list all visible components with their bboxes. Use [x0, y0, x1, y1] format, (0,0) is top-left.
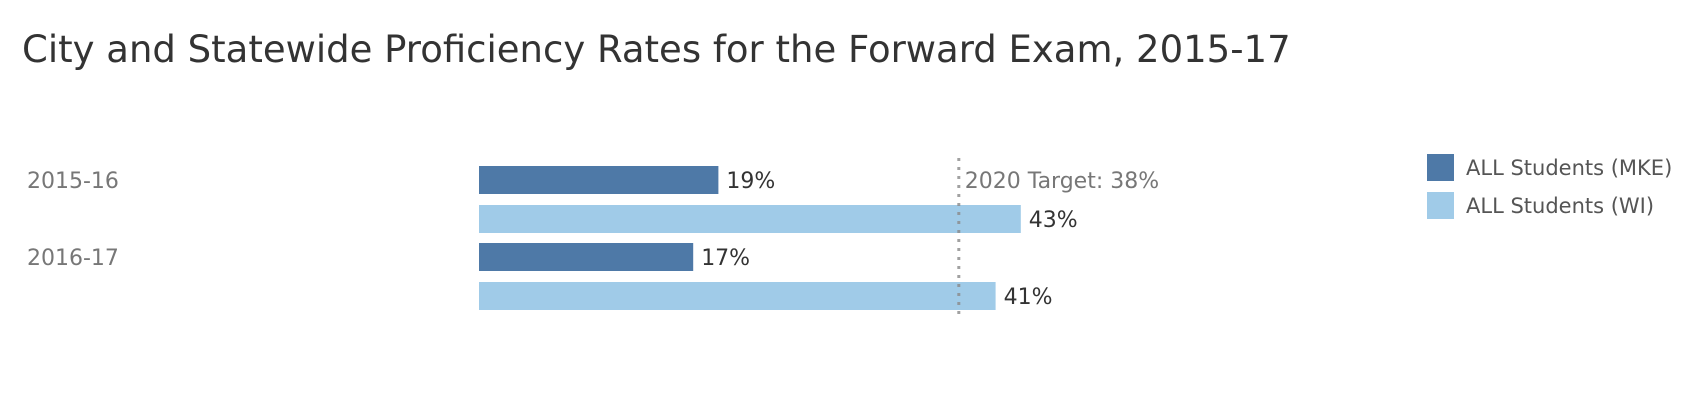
- bar: [479, 282, 996, 310]
- bar: [479, 243, 694, 271]
- legend-swatch: [1427, 154, 1454, 181]
- legend-label: ALL Students (WI): [1466, 194, 1654, 218]
- reference-line-label: 2020 Target: 38%: [965, 169, 1159, 194]
- chart-title: City and Statewide Proficiency Rates for…: [22, 28, 1291, 71]
- data-label: 19%: [726, 169, 775, 194]
- bar: [479, 166, 719, 194]
- category-labels: 2015-16 2016-17: [27, 169, 119, 271]
- bar: [479, 205, 1021, 233]
- category-label: 2016-17: [27, 246, 119, 271]
- category-label: 2015-16: [27, 169, 119, 194]
- legend-swatch: [1427, 192, 1454, 219]
- bars: [479, 166, 1021, 310]
- data-label: 43%: [1029, 208, 1078, 233]
- reference-line-group: 2020 Target: 38%: [957, 158, 1159, 316]
- legend-label: ALL Students (MKE): [1466, 156, 1672, 180]
- data-label: 17%: [701, 246, 750, 271]
- legend: ALL Students (MKE) ALL Students (WI): [1427, 154, 1672, 219]
- value-labels: 19% 43% 17% 41%: [701, 169, 1078, 310]
- data-label: 41%: [1004, 285, 1053, 310]
